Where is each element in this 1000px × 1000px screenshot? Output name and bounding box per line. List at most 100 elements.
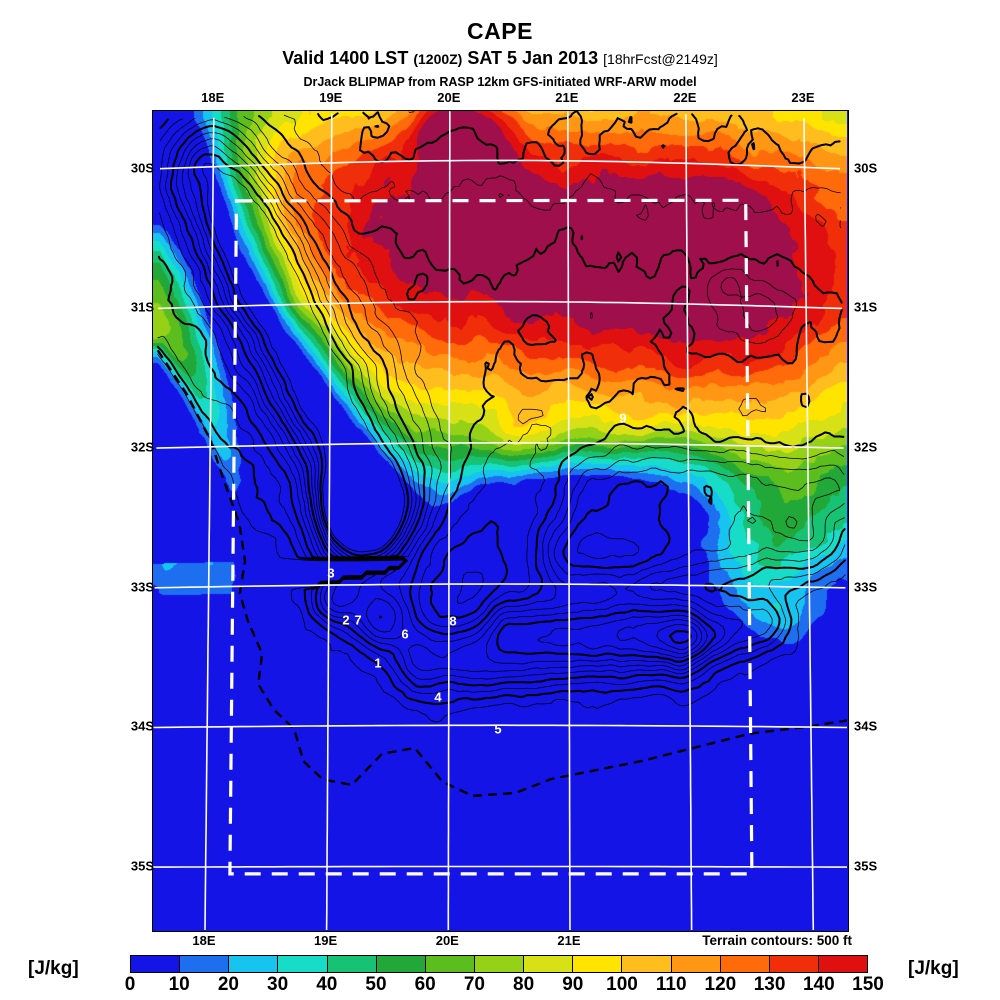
lat-tick-left-34S: 34S xyxy=(130,718,154,734)
graticule-parallel-30S xyxy=(159,159,841,170)
lat-tick-left-35S: 35S xyxy=(130,858,154,874)
lat-tick-right-32S: 32S xyxy=(854,439,878,455)
model-source-line: DrJack BLIPMAP from RASP 12km GFS-initia… xyxy=(303,75,697,89)
waypoint-label-8[interactable]: 8 xyxy=(449,613,456,628)
colorbar-band-120[interactable] xyxy=(720,956,770,972)
colorbar-tick-20: 20 xyxy=(217,974,239,995)
colorbar-band-110[interactable] xyxy=(671,956,721,972)
waypoint-label-2[interactable]: 2 xyxy=(342,612,349,627)
lon-tick-bottom-19E: 19E xyxy=(314,933,338,948)
terrain-contour-2500ft xyxy=(159,116,845,680)
graticule-parallel-33S xyxy=(154,583,846,589)
coastline xyxy=(156,349,847,798)
colorbar-band-50[interactable] xyxy=(376,956,426,972)
graticule-parallel-34S xyxy=(153,724,847,729)
lon-tick-top-20E: 20E xyxy=(437,90,461,105)
graticule-parallel-31S xyxy=(158,300,842,310)
forecast-tag: [18hrFcst@2149z] xyxy=(603,51,718,67)
colorbar-band-130[interactable] xyxy=(769,956,819,972)
colorbar-tick-100: 100 xyxy=(606,974,638,995)
waypoint-label-4[interactable]: 4 xyxy=(434,689,442,704)
lat-tick-left-30S: 30S xyxy=(130,160,154,176)
graticule-meridian-22E xyxy=(685,114,693,930)
graticule-meridian-18E xyxy=(204,117,215,930)
colorbar-tick-150: 150 xyxy=(852,974,884,995)
lat-tick-right-33S: 33S xyxy=(854,579,878,595)
lon-tick-bottom-21E: 21E xyxy=(557,933,581,948)
waypoint-label-9[interactable]: 9 xyxy=(619,410,626,425)
graticule-meridian-23E xyxy=(803,118,815,930)
colorbar-band-70[interactable] xyxy=(474,956,525,972)
colorbar-tick-30: 30 xyxy=(267,974,289,995)
graticule-parallel-35S xyxy=(153,865,847,868)
terrain-contour-4500ft xyxy=(175,132,708,659)
waypoint-label-1[interactable]: 1 xyxy=(374,655,381,670)
waypoint-label-5[interactable]: 5 xyxy=(494,721,501,736)
lon-tick-top-23E: 23E xyxy=(791,90,815,105)
lat-tick-right-30S: 30S xyxy=(854,160,878,176)
colorbar-tick-70: 70 xyxy=(463,974,485,995)
lon-tick-bottom-18E: 18E xyxy=(192,933,216,948)
title-block: CAPE Valid 1400 LST (1200Z) SAT 5 Jan 20… xyxy=(0,18,1000,91)
graticule-parallel-32S xyxy=(156,441,844,449)
colorbar-tick-0: 0 xyxy=(124,974,136,995)
lon-tick-top-19E: 19E xyxy=(319,90,343,105)
colorbar-band-60[interactable] xyxy=(425,956,475,972)
colorbar-tick-80: 80 xyxy=(513,974,535,995)
terrain-contour-5000ft xyxy=(181,138,703,655)
valid-time: Valid 1400 LST xyxy=(282,48,409,68)
lat-tick-right-34S: 34S xyxy=(854,718,878,734)
waypoint-label-6[interactable]: 6 xyxy=(401,626,408,641)
terrain-contour-1000ft xyxy=(156,111,846,705)
lon-tick-top-21E: 21E xyxy=(555,90,579,105)
colorbar-band-10[interactable] xyxy=(180,956,230,972)
lon-tick-bottom-20E: 20E xyxy=(435,933,459,948)
colorbar-band-90[interactable] xyxy=(573,956,623,972)
cape-map[interactable]: 1 2 3 4 5 6 7 8 9 xyxy=(152,110,849,932)
colorbar-tick-90: 90 xyxy=(562,974,584,995)
lat-tick-left-31S: 31S xyxy=(130,299,154,315)
waypoint-label-7[interactable]: 7 xyxy=(354,612,361,627)
lat-tick-right-31S: 31S xyxy=(854,299,878,315)
cape-colorbar[interactable] xyxy=(130,955,868,973)
colorbar-band-30[interactable] xyxy=(278,956,328,972)
colorbar-unit-left: [J/kg] xyxy=(28,958,79,979)
colorbar-band-0[interactable] xyxy=(131,956,181,972)
colorbar-tick-60: 60 xyxy=(414,974,436,995)
terrain-contour-4000ft xyxy=(169,125,717,663)
colorbar-unit-right: [J/kg] xyxy=(908,958,959,979)
terrain-contour-5500ft xyxy=(187,145,698,650)
lat-tick-left-33S: 33S xyxy=(130,579,154,595)
page-title: CAPE xyxy=(467,18,533,44)
terrain-contour-1500ft xyxy=(157,114,846,694)
colorbar-tick-labels: 0 10 20 30 40 50 60 70 80 90 100 110 120 130 140 150 xyxy=(125,974,884,998)
graticule-meridian-19E xyxy=(325,113,333,930)
lat-tick-left-32S: 32S xyxy=(130,439,154,455)
colorbar-tick-120: 120 xyxy=(704,974,737,995)
cape-field-raster xyxy=(153,111,847,930)
validity-line: Valid 1400 LST (1200Z) SAT 5 Jan 2013 [1… xyxy=(0,46,1000,71)
colorbar-band-20[interactable] xyxy=(229,956,279,972)
valid-date: SAT 5 Jan 2013 xyxy=(467,48,599,68)
terrain-contour-500ft xyxy=(157,111,846,723)
colorbar-band-80[interactable] xyxy=(524,956,574,972)
lon-tick-top-22E: 22E xyxy=(673,90,697,105)
colorbar-tick-10: 10 xyxy=(168,974,190,995)
colorbar-tick-40: 40 xyxy=(316,974,338,995)
terrain-contour-note: Terrain contours: 500 ft xyxy=(702,933,852,948)
inner-domain-boundary xyxy=(228,198,754,876)
waypoint-label-3[interactable]: 3 xyxy=(327,565,334,580)
colorbar-band-40[interactable] xyxy=(327,956,377,972)
colorbar-tick-140: 140 xyxy=(802,974,835,995)
graticule-meridian-20E xyxy=(447,111,451,930)
terrain-contour-3000ft xyxy=(159,116,845,673)
colorbar-tick-130: 130 xyxy=(753,974,786,995)
valid-time-zulu: (1200Z) xyxy=(413,51,463,67)
graticule-meridian-21E xyxy=(567,111,571,930)
colorbar-band-140[interactable] xyxy=(818,956,868,972)
colorbar-tick-110: 110 xyxy=(655,974,687,995)
colorbar-band-100[interactable] xyxy=(622,956,672,972)
colorbar-tick-50: 50 xyxy=(365,974,387,995)
lon-tick-top-18E: 18E xyxy=(201,90,225,105)
